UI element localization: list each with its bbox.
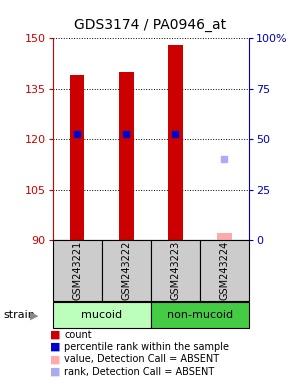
Text: ■: ■: [50, 330, 61, 340]
Text: ■: ■: [50, 342, 61, 352]
Text: rank, Detection Call = ABSENT: rank, Detection Call = ABSENT: [64, 367, 215, 377]
Bar: [119, 72, 134, 240]
Text: value, Detection Call = ABSENT: value, Detection Call = ABSENT: [64, 354, 220, 364]
Text: count: count: [64, 330, 92, 340]
Text: GDS3174 / PA0946_at: GDS3174 / PA0946_at: [74, 18, 226, 32]
Text: ▶: ▶: [30, 310, 39, 320]
Text: GSM243223: GSM243223: [170, 241, 180, 300]
Bar: [217, 233, 232, 240]
Text: GSM243224: GSM243224: [219, 241, 230, 300]
Text: percentile rank within the sample: percentile rank within the sample: [64, 342, 230, 352]
Text: non-mucoid: non-mucoid: [167, 310, 233, 320]
Text: ■: ■: [50, 367, 61, 377]
Bar: [168, 45, 183, 240]
Text: strain: strain: [3, 310, 35, 320]
Bar: [70, 75, 84, 240]
Text: GSM243222: GSM243222: [121, 241, 131, 300]
Text: mucoid: mucoid: [81, 310, 122, 320]
Text: GSM243221: GSM243221: [72, 241, 82, 300]
Text: ■: ■: [50, 354, 61, 364]
